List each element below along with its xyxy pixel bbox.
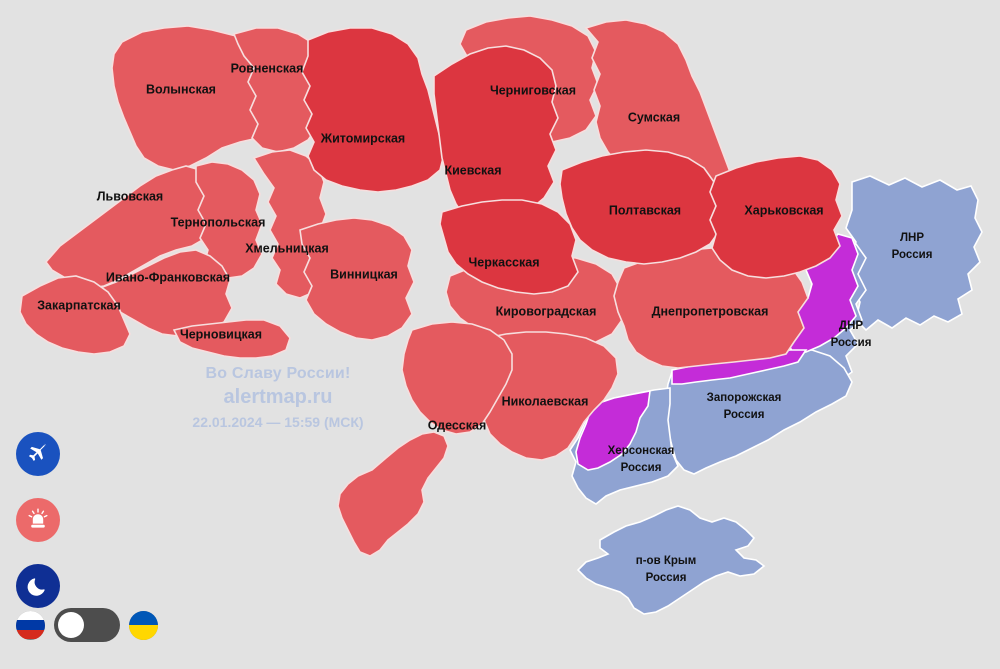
region-label-zaporizhzhia: Запорожская	[707, 392, 782, 404]
language-switch[interactable]	[54, 608, 120, 642]
airplane-icon	[28, 443, 47, 461]
occupied-territories	[569, 175, 983, 615]
region-label-rivne: Ровненская	[231, 61, 304, 75]
annexed-alert-zones	[575, 233, 859, 471]
region-label-poltava: Полтавская	[609, 203, 681, 217]
alert-zone-kherson[interactable]	[575, 390, 651, 471]
region-label-kherson-country: Россия	[621, 462, 662, 474]
region-label-zhytomyr: Житомирская	[320, 131, 405, 145]
moon-icon	[27, 578, 45, 596]
region-poltava[interactable]	[559, 149, 721, 265]
region-ivano[interactable]	[98, 249, 233, 337]
flag-ru-icon[interactable]	[16, 610, 45, 640]
region-label-chernivtsi: Черновицкая	[180, 327, 262, 341]
siren-button[interactable]	[16, 498, 60, 542]
region-chernivtsi[interactable]	[172, 319, 291, 359]
region-label-lviv: Львовская	[97, 189, 163, 203]
region-odesa-coast[interactable]	[337, 431, 449, 557]
region-vinnytsia[interactable]	[299, 217, 415, 341]
region-label-kharkiv: Харьковская	[744, 203, 823, 217]
region-odesa[interactable]	[401, 321, 513, 435]
region-label-dnr-country: Россия	[831, 337, 872, 349]
region-zhytomyr[interactable]	[301, 27, 445, 193]
alert-regions	[301, 27, 843, 295]
region-cherkasy[interactable]	[439, 199, 579, 295]
region-kyiv[interactable]	[433, 45, 559, 227]
moon-button[interactable]	[16, 564, 60, 608]
region-label-dnr: ДНР	[839, 320, 863, 332]
region-label-kyiv: Киевская	[444, 163, 501, 177]
region-label-crimea-country: Россия	[646, 572, 687, 584]
region-label-vinnytsia: Винницкая	[330, 267, 398, 281]
region-label-crimea: п-ов Крым	[636, 555, 696, 567]
region-label-chernihiv: Черниговская	[490, 83, 576, 97]
region-label-lnr: ЛНР	[900, 232, 924, 244]
flag-ua-icon[interactable]	[129, 610, 158, 640]
region-kharkiv[interactable]	[709, 155, 843, 279]
region-label-khmelnytskyi: Хмельницкая	[245, 241, 329, 255]
language-switch-knob[interactable]	[58, 612, 84, 638]
map-controls	[16, 432, 60, 608]
region-label-mykolaiv: Николаевская	[502, 394, 589, 408]
region-label-zakarpattia: Закарпатская	[37, 298, 121, 312]
region-label-kherson: Херсонская	[608, 445, 675, 457]
plane-button[interactable]	[16, 432, 60, 476]
region-label-odesa: Одесская	[428, 418, 487, 432]
region-label-cherkasy: Черкасская	[469, 255, 540, 269]
region-label-ivano: Ивано-Франковская	[106, 270, 230, 284]
language-toggle[interactable]	[16, 608, 158, 642]
region-label-lnr-country: Россия	[892, 249, 933, 261]
region-label-zaporizhzhia-country: Россия	[724, 409, 765, 421]
region-ternopil[interactable]	[195, 161, 263, 279]
region-label-volyn: Волынская	[146, 82, 216, 96]
region-zakarpattia[interactable]	[19, 275, 131, 355]
region-labels: Волынская Ровненская Житомирская Киевска…	[37, 61, 932, 584]
region-crimea[interactable]	[576, 505, 766, 615]
region-label-kirovohrad: Кировоградская	[496, 304, 597, 318]
region-label-dnipro: Днепропетровская	[652, 304, 769, 318]
region-label-ternopil: Тернопольская	[171, 215, 266, 229]
region-label-sumy: Сумская	[628, 110, 680, 124]
siren-icon	[28, 508, 48, 528]
